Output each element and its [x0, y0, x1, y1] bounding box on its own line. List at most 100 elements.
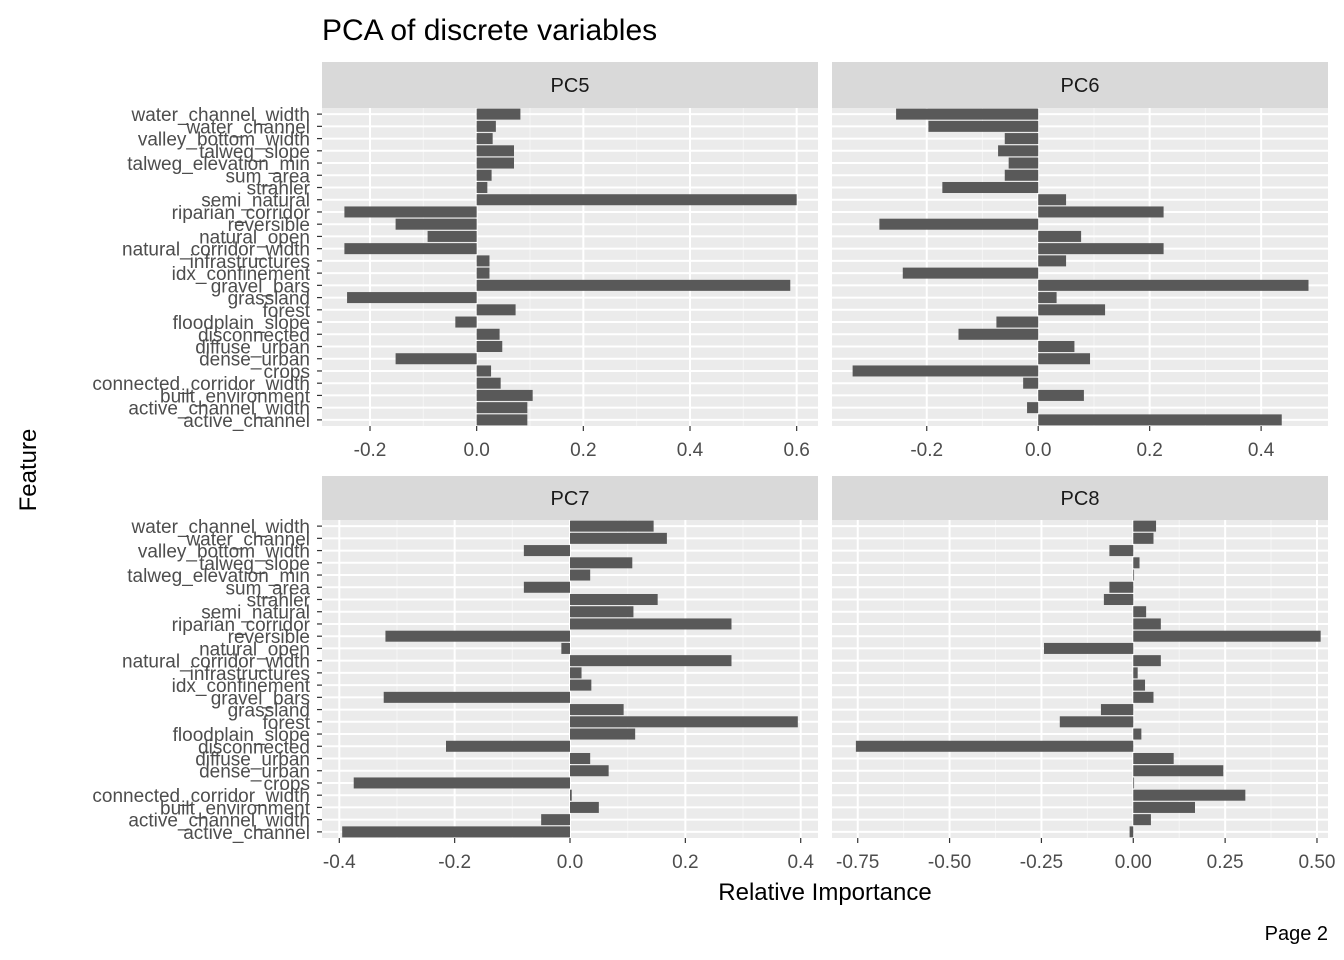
bar-dense_urban	[570, 765, 609, 777]
bar-infrastructures	[570, 667, 582, 679]
bar-floodplain_slope	[455, 316, 477, 328]
x-tick-label: 0.0	[463, 440, 489, 461]
bar-talweg_elevation_min	[476, 157, 514, 169]
bar-water_channel	[1133, 532, 1154, 544]
facet-strip	[322, 62, 818, 108]
bar-riparian_corridor	[570, 618, 732, 630]
bar-built_environment	[1038, 389, 1084, 401]
y-category-label: crops	[264, 774, 310, 795]
x-tick-label: 0.0	[557, 852, 583, 873]
y-category-label: water_channel_width	[130, 105, 310, 126]
bar-water_channel	[570, 532, 667, 544]
bar-grassland	[1100, 704, 1134, 716]
bar-connected_corridor_width	[570, 789, 572, 801]
x-tick-label: -0.2	[910, 440, 943, 461]
bar-sum_area	[476, 169, 492, 181]
y-category-label: natural_corridor_width	[122, 652, 310, 673]
facet-strip-label: PC7	[551, 488, 590, 510]
bar-riparian_corridor	[1133, 618, 1161, 630]
y-category-label: semi_natural	[201, 191, 310, 212]
bar-disconnected	[476, 328, 500, 340]
bar-strahler	[476, 181, 488, 194]
facet-strip	[322, 476, 818, 520]
facet-strip	[832, 62, 1328, 108]
bar-disconnected	[855, 740, 1134, 752]
facet-panels: PC5-0.2 0.0 0.2 0.4 0.6water_channel_widthwa…	[92, 62, 1335, 873]
y-category-label: talweg_slope	[199, 142, 310, 163]
y-category-label: floodplain_slope	[173, 313, 310, 334]
bar-diffuse_urban	[570, 752, 591, 765]
y-category-label: forest	[262, 713, 310, 734]
y-category-label: idx_confinement	[172, 264, 311, 285]
y-category-label: sum_area	[226, 166, 311, 187]
bar-water_channel	[928, 120, 1039, 132]
bar-strahler	[942, 181, 1039, 194]
y-category-label: built_environment	[160, 798, 311, 819]
y-category-label: talweg_slope	[199, 554, 310, 575]
bar-talweg_elevation_min	[570, 569, 591, 581]
bar-disconnected	[958, 328, 1039, 340]
y-category-label: dense_urban	[199, 762, 310, 783]
x-tick-label: 0.6	[783, 440, 809, 461]
y-category-label: disconnected	[198, 737, 310, 758]
y-category-label: reversible	[228, 627, 310, 648]
bar-water_channel	[476, 120, 496, 132]
facet-strip-label: PC8	[1061, 488, 1100, 510]
x-tick-label: 0.4	[787, 852, 814, 873]
bar-natural_corridor_width	[344, 243, 477, 255]
y-category-label: water_channel	[185, 529, 310, 550]
bar-talweg_slope	[1133, 557, 1140, 569]
y-category-label: talweg_elevation_min	[127, 566, 310, 587]
bar-grassland	[347, 292, 477, 304]
bar-crops	[476, 365, 492, 377]
panel-pc6: PC6 -0.2 0.0 0.2 0.4	[832, 62, 1328, 461]
bar-semi_natural	[476, 194, 797, 206]
y-category-label: reversible	[228, 215, 310, 236]
y-category-label: idx_confinement	[172, 676, 311, 697]
y-category-label: disconnected	[198, 325, 310, 346]
bar-active_channel_width	[1027, 402, 1039, 414]
y-category-label: natural_open	[199, 639, 310, 660]
y-category-label: forest	[262, 301, 310, 322]
bar-forest	[476, 304, 516, 316]
x-tick-label: -0.50	[928, 852, 971, 873]
bar-diffuse_urban	[476, 340, 503, 353]
bar-natural_corridor_width	[1133, 655, 1161, 667]
bar-water_channel_width	[570, 520, 654, 532]
bar-natural_open	[561, 642, 570, 654]
bar-semi_natural	[570, 606, 634, 618]
bar-active_channel_width	[476, 402, 528, 414]
bar-natural_corridor_width	[1038, 243, 1164, 255]
y-category-label: strahler	[247, 179, 311, 200]
y-category-label: diffuse_urban	[195, 750, 310, 771]
panel-background	[832, 520, 1328, 838]
bar-built_environment	[476, 389, 533, 401]
bar-connected_corridor_width	[1023, 377, 1039, 389]
bar-crops	[1133, 777, 1135, 789]
bar-reversible	[385, 630, 570, 642]
bar-diffuse_urban	[1038, 340, 1075, 353]
x-tick-label: -0.25	[1020, 852, 1063, 873]
x-tick-label: -0.2	[438, 852, 471, 873]
x-tick-label: -0.75	[836, 852, 879, 873]
page-label: Page 2	[1265, 923, 1328, 945]
bar-idx_confinement	[570, 679, 592, 691]
bar-floodplain_slope	[996, 316, 1039, 328]
bar-floodplain_slope	[1133, 728, 1142, 740]
y-category-label: riparian_corridor	[172, 615, 311, 636]
y-category-label: gravel_bars	[211, 276, 310, 297]
y-category-label: dense_urban	[199, 350, 310, 371]
y-category-label: natural_corridor_width	[122, 240, 310, 261]
x-tick-label: 0.4	[1248, 440, 1275, 461]
bar-talweg_slope	[476, 145, 514, 157]
bar-water_channel_width	[896, 108, 1039, 120]
y-category-label: grassland	[228, 289, 310, 310]
panel-pc8: PC8 -0.75 -0.50 -0.25 0.00 0.25 0.50	[832, 476, 1335, 873]
y-category-label: semi_natural	[201, 603, 310, 624]
chart-title: PCA of discrete variables	[322, 14, 657, 47]
bar-natural_open	[427, 230, 477, 242]
bar-gravel_bars	[383, 691, 570, 703]
panel-pc5: PC5 -0.2 0.0 0.2 0.4 0.6 water_channel_widthwa…	[92, 62, 818, 461]
bar-dense_urban	[395, 353, 477, 365]
bar-talweg_elevation_min	[1008, 157, 1039, 169]
